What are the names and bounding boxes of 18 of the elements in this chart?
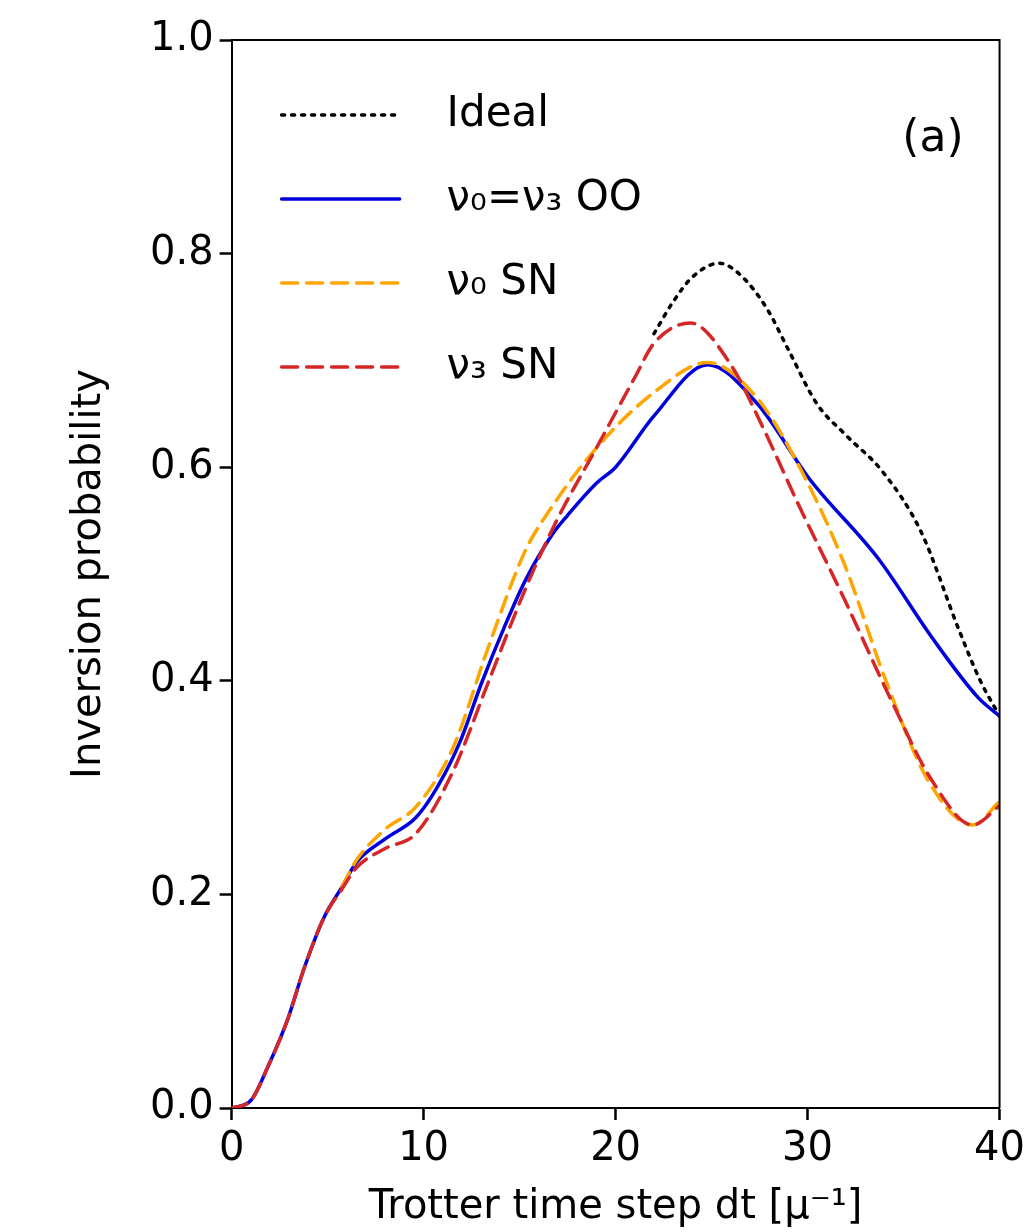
y-tick-label: 0.8 [149,226,214,273]
x-axis-title: Trotter time step dt [μ⁻¹] [367,1181,863,1228]
legend-label: Ideal [446,86,549,136]
x-tick-label: 40 [974,1123,1025,1170]
legend-label: ν₀=ν₃ OO [446,170,642,220]
legend-label: ν₃ SN [446,338,559,388]
x-tick-label: 30 [782,1123,834,1170]
x-tick-label: 10 [398,1123,450,1170]
annotation: (a) [902,110,964,162]
y-tick-label: 0.0 [149,1081,214,1128]
y-axis-title: Inversion probability [63,369,110,779]
y-tick-label: 1.0 [149,13,214,60]
x-tick-label: 20 [590,1123,642,1170]
y-tick-label: 0.4 [149,654,214,701]
legend-label: ν₀ SN [446,254,559,304]
y-tick-label: 0.6 [149,440,214,487]
x-tick-label: 0 [218,1123,245,1170]
y-tick-label: 0.2 [149,867,214,914]
